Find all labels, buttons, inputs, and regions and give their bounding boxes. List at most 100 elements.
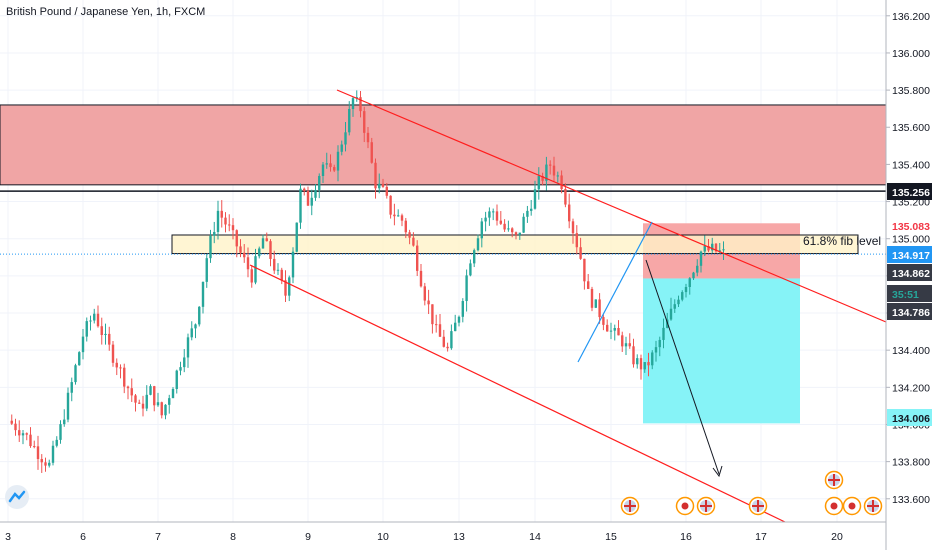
price-label: 134.917 (892, 250, 930, 262)
x-tick-label: 6 (80, 531, 86, 543)
candle-body (507, 228, 510, 230)
event-markers[interactable] (620, 470, 883, 516)
y-tick-label: 136.000 (892, 48, 930, 60)
candle-body (280, 269, 283, 281)
x-tick-label: 17 (755, 531, 767, 543)
candle-body (400, 215, 404, 221)
candle-body (374, 162, 377, 189)
candle-body (624, 343, 628, 347)
candle-body (552, 165, 556, 176)
candle-body (40, 459, 43, 463)
price-label-bg (887, 303, 932, 320)
candle-body (261, 238, 265, 249)
candle-body (419, 270, 423, 287)
candle-body (85, 321, 88, 337)
candle-body (484, 217, 487, 222)
candle-body (130, 388, 133, 396)
candle-body (213, 231, 216, 236)
candle-body (658, 339, 661, 348)
candle-body (295, 222, 298, 252)
candle-body (310, 197, 313, 206)
tradingview-logo[interactable] (5, 485, 29, 509)
candle-body (431, 304, 434, 325)
candle-body (66, 392, 70, 420)
candle-body (412, 237, 415, 246)
event-dot (848, 502, 856, 510)
economic-event-icon[interactable] (842, 496, 862, 516)
economic-event-icon[interactable] (824, 496, 844, 516)
uk-flag-event-icon[interactable] (748, 496, 768, 516)
candle-body (381, 183, 385, 187)
candle-body (568, 204, 571, 222)
candle-body (514, 232, 518, 235)
candle-body (677, 299, 680, 305)
price-label-bg (887, 285, 932, 302)
candle-body (511, 228, 514, 233)
candle-body (224, 217, 227, 225)
uk-flag-event-icon[interactable] (824, 470, 844, 490)
candle-body (201, 281, 205, 307)
candle-body (149, 386, 152, 395)
y-tick-label: 134.400 (892, 345, 930, 357)
candle-body (321, 164, 325, 176)
price-label-bg (887, 409, 932, 426)
candle-body (457, 316, 461, 323)
uk-flag-event-icon[interactable] (863, 496, 883, 516)
arrow-head-icon (712, 465, 723, 478)
candle-body (171, 389, 175, 399)
candle-body (145, 394, 148, 409)
uk-flag-event-icon[interactable] (696, 496, 716, 516)
candle-body (654, 347, 658, 353)
candle-body (621, 335, 624, 347)
drawings: 61.8% fib level (249, 89, 887, 523)
candle-body (673, 304, 676, 309)
uk-flag-event-icon[interactable] (620, 496, 640, 516)
y-tick-label: 134.200 (892, 382, 930, 394)
candle-body (288, 277, 291, 296)
candle-body (587, 281, 590, 289)
candle-body (100, 326, 103, 336)
price-label: 135.256 (892, 187, 930, 199)
candle-body (628, 343, 631, 347)
candle-body (495, 211, 499, 221)
candle-body (246, 257, 250, 270)
price-label: 134.862 (892, 268, 930, 280)
projection-arrow (645, 259, 720, 475)
trend-line (577, 221, 653, 363)
candle-body (722, 249, 725, 251)
candle-body (632, 346, 635, 365)
candle-body (44, 462, 47, 466)
candle-body (265, 238, 268, 242)
candle-body (692, 272, 695, 279)
candle-body (560, 175, 563, 190)
candle-body (306, 190, 310, 206)
candle-body (363, 111, 366, 133)
candle-body (33, 446, 36, 448)
candle-body (684, 286, 688, 293)
logo-icon (8, 490, 26, 503)
candle-body (613, 328, 616, 331)
candle-body (276, 269, 280, 271)
x-tick-label: 15 (605, 531, 617, 543)
candle-body (590, 288, 594, 308)
candle-body (469, 263, 472, 276)
candle-body (78, 352, 81, 366)
candle-body (70, 382, 73, 393)
candle-body (250, 269, 253, 283)
price-label: 135.083 (892, 221, 930, 233)
y-tick-label: 133.800 (892, 457, 930, 469)
candle-body (647, 362, 650, 366)
candle-body (123, 367, 126, 387)
economic-event-icon[interactable] (675, 496, 695, 516)
candle-body (183, 357, 186, 368)
candle-body (556, 175, 559, 177)
candle-body (254, 256, 257, 283)
candle-body (25, 433, 28, 435)
channel-upper-line (336, 89, 887, 323)
candle-body (198, 306, 201, 325)
candle-body (21, 433, 25, 436)
candle-body (93, 313, 96, 321)
candle-body (111, 344, 115, 363)
